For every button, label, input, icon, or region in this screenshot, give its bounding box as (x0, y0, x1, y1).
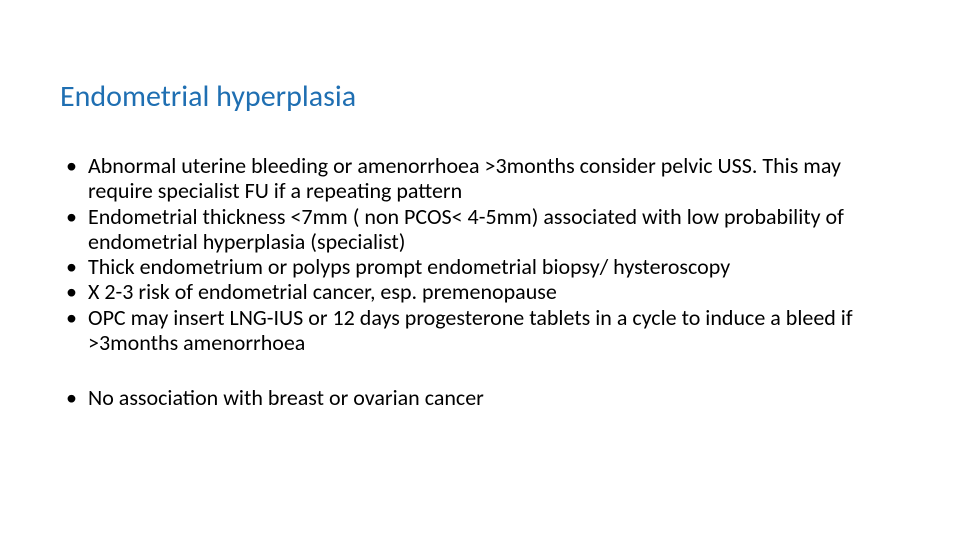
list-item: No association with breast or ovarian ca… (60, 385, 900, 410)
list-item: Thick endometrium or polyps prompt endom… (60, 254, 900, 279)
list-item: X 2-3 risk of endometrial cancer, esp. p… (60, 279, 900, 304)
slide-title: Endometrial hyperplasia (60, 80, 900, 113)
list-item: Abnormal uterine bleeding or amenorrhoea… (60, 153, 900, 204)
bullet-list-2: No association with breast or ovarian ca… (60, 385, 900, 410)
bullet-list-1: Abnormal uterine bleeding or amenorrhoea… (60, 153, 900, 355)
list-item: Endometrial thickness <7mm ( non PCOS< 4… (60, 204, 900, 255)
spacer (60, 355, 900, 385)
slide-container: Endometrial hyperplasia Abnormal uterine… (0, 0, 960, 540)
list-item: OPC may insert LNG-IUS or 12 days proges… (60, 305, 900, 356)
